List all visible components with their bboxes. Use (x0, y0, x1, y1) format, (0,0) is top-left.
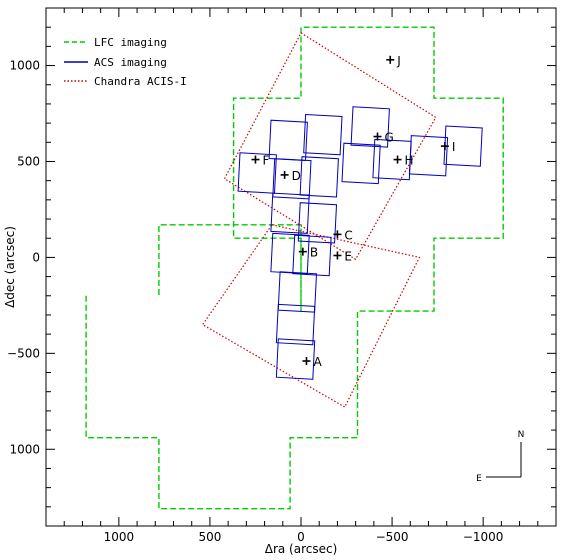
field-marker-a: A (302, 355, 322, 369)
field-marker-e: E (333, 249, 352, 263)
field-marker-c: C (333, 228, 353, 242)
field-label-g: G (385, 131, 394, 145)
y-tick-label: 0 (32, 250, 40, 264)
legend-label-chandra: Chandra ACIS-I (94, 75, 187, 88)
acs-tile (408, 135, 449, 177)
compass-north-label: N (518, 430, 525, 440)
y-tick-label: −500 (7, 346, 40, 360)
chandra-field-1 (223, 32, 437, 261)
field-label-b: B (310, 246, 318, 260)
acs-tile (443, 125, 483, 167)
acs-tile (350, 106, 390, 148)
acs-tile (270, 232, 310, 275)
field-marker-i: I (440, 140, 456, 154)
y-tick-label: 1000 (9, 59, 40, 73)
compass-east-label: E (476, 474, 482, 484)
field-label-f: F (262, 154, 269, 168)
chandra-layer (201, 32, 437, 408)
x-axis-title: Δra (arcsec) (265, 542, 338, 556)
x-tick-label: 1000 (104, 530, 135, 544)
legend-label-lfc: LFC imaging (94, 36, 167, 49)
field-marker-d: D (280, 169, 301, 183)
lfc-layer (85, 26, 504, 510)
field-label-a: A (313, 355, 322, 369)
acs-tile (297, 202, 338, 244)
field-label-d: D (292, 169, 301, 183)
lfc-outline (85, 26, 504, 510)
y-tick-label: 500 (17, 154, 40, 168)
field-label-c: C (344, 228, 352, 242)
x-tick-label: −1000 (463, 530, 504, 544)
field-marker-h: H (393, 154, 414, 168)
field-label-e: E (344, 249, 352, 263)
field-label-i: I (452, 140, 456, 154)
field-marker-g: G (373, 131, 394, 145)
acs-tile (275, 338, 316, 380)
x-tick-label: 500 (198, 530, 221, 544)
field-label-j: J (396, 54, 401, 68)
acs-tile (268, 119, 308, 162)
marker-layer: A B C D E F GH I J (251, 54, 455, 369)
field-label-h: H (405, 154, 414, 168)
field-marker-b: B (298, 246, 318, 260)
legend: LFC imaging ACS imaging Chandra ACIS-I (64, 36, 187, 88)
x-tick-label: −500 (376, 530, 409, 544)
acs-tile (341, 142, 381, 185)
x-tick-label: 0 (297, 530, 305, 544)
acs-layer (237, 106, 483, 380)
field-marker-f: F (251, 154, 269, 168)
legend-label-acs: ACS imaging (94, 56, 167, 69)
y-tick-label: 1000 (9, 442, 40, 456)
field-marker-j: J (386, 54, 401, 68)
compass: N E (476, 430, 524, 484)
tick-label-layer: 1000 500 0 −500 −1000 1000 −500 0 500 1000 (7, 59, 503, 544)
acs-tile (237, 152, 277, 194)
y-axis-title: Δdec (arcsec) (3, 226, 17, 308)
tick-layer (45, 7, 557, 527)
acs-tile (299, 156, 339, 198)
acs-tile (303, 113, 343, 156)
acs-tile (292, 234, 332, 277)
